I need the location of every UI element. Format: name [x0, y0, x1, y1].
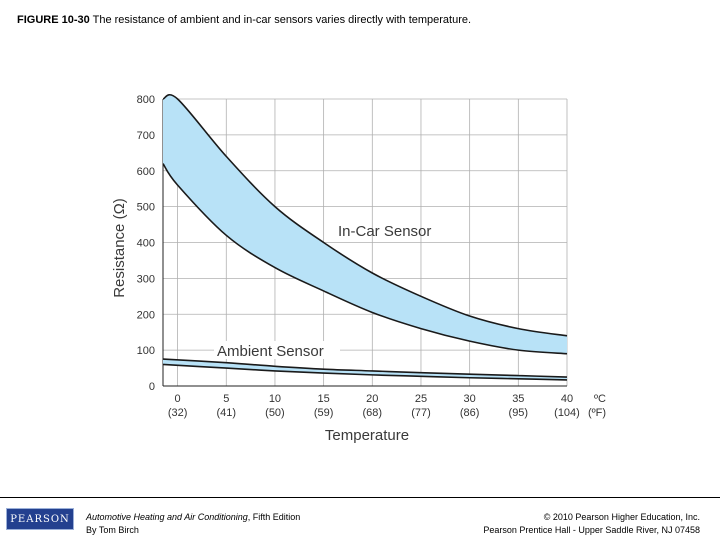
figure-caption-text: The resistance of ambient and in-car sen… — [92, 14, 472, 26]
publisher-line: Pearson Prentice Hall - Upper Saddle Riv… — [483, 525, 700, 535]
x-tick-label-f-10: (50) — [265, 407, 285, 419]
x-tick-label-f-5: (41) — [216, 407, 236, 419]
pearson-logo-text: PEARSON — [10, 513, 70, 525]
pearson-logo: PEARSON — [6, 508, 74, 530]
in-car-sensor-label: In-Car Sensor — [338, 223, 431, 240]
book-citation: Automotive Heating and Air Conditioning,… — [86, 511, 300, 537]
band-0 — [163, 94, 567, 354]
x-tick-label-0: 0 — [175, 393, 181, 405]
x-tick-label-10: 10 — [269, 393, 281, 405]
x-tick-label-f-25: (77) — [411, 407, 431, 419]
x-tick-label-30: 30 — [464, 393, 476, 405]
ambient-label-background — [214, 341, 340, 359]
x-tick-label-f-35: (95) — [509, 407, 529, 419]
y-tick-label-600: 600 — [137, 166, 155, 178]
figure-caption: FIGURE 10-30 The resistance of ambient a… — [17, 14, 707, 26]
x-tick-label-5: 5 — [223, 393, 229, 405]
x-unit-label-c: ºC — [594, 393, 606, 405]
x-tick-label-35: 35 — [512, 393, 524, 405]
y-axis-title: Resistance (Ω) — [111, 198, 128, 298]
book-author: By Tom Birch — [86, 525, 139, 535]
x-tick-label-15: 15 — [318, 393, 330, 405]
y-tick-label-700: 700 — [137, 130, 155, 142]
book-title: Automotive Heating and Air Conditioning — [86, 512, 248, 522]
x-tick-label-f-15: (59) — [314, 407, 334, 419]
series-1-lower-line — [162, 363, 568, 381]
series-0-lower-line — [162, 163, 568, 355]
footer-divider — [0, 497, 720, 498]
y-tick-label-300: 300 — [137, 273, 155, 285]
book-edition: , Fifth Edition — [247, 512, 301, 522]
x-tick-label-f-20: (68) — [363, 407, 383, 419]
x-tick-label-40: 40 — [561, 393, 573, 405]
y-tick-label-800: 800 — [137, 94, 155, 106]
x-tick-label-25: 25 — [415, 393, 427, 405]
x-tick-label-f-40: (104) — [554, 407, 580, 419]
y-tick-label-500: 500 — [137, 202, 155, 214]
copyright-line: © 2010 Pearson Higher Education, Inc. — [543, 512, 700, 522]
series-1-upper-line — [162, 358, 568, 378]
y-tick-label-0: 0 — [149, 381, 155, 393]
series-0-upper-line — [162, 93, 568, 337]
x-tick-label-20: 20 — [366, 393, 378, 405]
ambient-sensor-label: Ambient Sensor — [217, 343, 324, 360]
x-tick-label-f-0: (32) — [168, 407, 188, 419]
figure-label: FIGURE 10-30 — [17, 14, 90, 26]
x-tick-label-f-30: (86) — [460, 407, 480, 419]
y-tick-label-200: 200 — [137, 309, 155, 321]
y-tick-label-100: 100 — [137, 345, 155, 357]
x-axis-title: Temperature — [325, 427, 409, 444]
x-unit-label-f: (ºF) — [588, 407, 606, 419]
y-tick-label-400: 400 — [137, 238, 155, 250]
copyright-block: © 2010 Pearson Higher Education, Inc. Pe… — [483, 511, 700, 537]
